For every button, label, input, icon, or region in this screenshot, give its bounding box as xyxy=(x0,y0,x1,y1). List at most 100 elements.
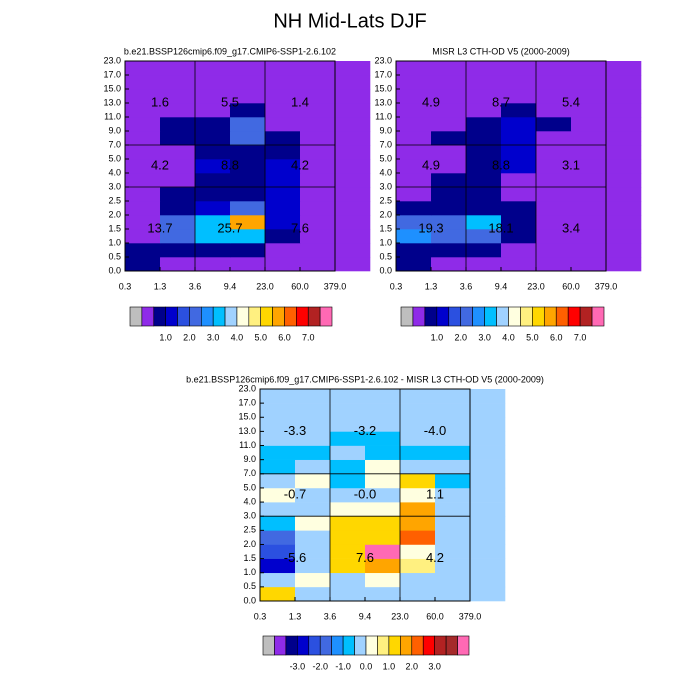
heatmap-cell xyxy=(195,257,231,272)
heatmap-cell xyxy=(606,61,642,76)
heatmap-cell xyxy=(536,159,572,174)
heatmap-cell xyxy=(230,257,266,272)
heatmap-cell xyxy=(160,243,196,258)
heatmap-cell xyxy=(431,229,467,244)
heatmap-cell xyxy=(501,103,537,118)
y-tick-label: 1.0 xyxy=(108,237,121,247)
heatmap-cell xyxy=(330,487,366,503)
x-tick-label: 1.3 xyxy=(289,611,302,621)
heatmap-cell xyxy=(470,431,506,446)
heatmap-cell xyxy=(230,89,266,104)
heatmap-cell xyxy=(470,516,506,531)
heatmap-cell xyxy=(335,173,371,188)
heatmap-cell xyxy=(300,61,336,76)
y-tick-label: 23.0 xyxy=(103,55,121,65)
heatmap-cell xyxy=(400,572,436,588)
heatmap-cell xyxy=(125,257,161,272)
heatmap-cell xyxy=(125,159,161,174)
heatmap-cell xyxy=(195,103,231,118)
colorbar-label: 3.0 xyxy=(478,332,491,342)
x-tick-label: 1.3 xyxy=(154,281,167,291)
heatmap-cell xyxy=(536,61,572,76)
heatmap-cell xyxy=(160,229,196,244)
y-tick-label: 1.0 xyxy=(243,567,256,577)
region-value: -4.0 xyxy=(424,423,446,438)
heatmap-cell xyxy=(501,229,537,244)
heatmap-cell xyxy=(230,75,266,90)
heatmap-cell xyxy=(160,131,196,146)
colorbar-box xyxy=(555,306,569,327)
heatmap-cell xyxy=(571,173,607,188)
heatmap-cell xyxy=(330,516,366,531)
heatmap-cell xyxy=(431,201,467,216)
y-tick-label: 13.0 xyxy=(103,97,121,107)
colorbar-box xyxy=(579,306,593,327)
y-tick-label: 11.0 xyxy=(239,440,256,450)
heatmap-cell xyxy=(466,257,502,272)
colorbar-box xyxy=(400,635,413,656)
heatmap-cell xyxy=(195,173,231,188)
heatmap-cell xyxy=(466,159,502,174)
heatmap-cell xyxy=(400,417,436,432)
heatmap-cell xyxy=(195,145,231,160)
heatmap-cell xyxy=(571,187,607,202)
y-tick-label: 0.0 xyxy=(379,265,392,275)
heatmap-cell xyxy=(230,243,266,258)
heatmap-cell xyxy=(335,215,371,230)
region-value: 8.7 xyxy=(492,94,510,109)
heatmap-cell xyxy=(335,89,371,104)
colorbar-label: 6.0 xyxy=(278,332,291,342)
heatmap-cell xyxy=(470,502,506,517)
heatmap-cell xyxy=(265,257,301,272)
heatmap-cell xyxy=(160,103,196,118)
heatmap-cell xyxy=(300,201,336,216)
colorbar-box xyxy=(307,306,321,327)
heatmap-cell xyxy=(335,257,371,272)
heatmap-cell xyxy=(435,473,471,489)
heatmap-cell xyxy=(295,530,331,545)
heatmap-cell xyxy=(330,558,366,574)
heatmap-cell xyxy=(160,173,196,188)
heatmap-cell xyxy=(571,103,607,118)
heatmap-cell xyxy=(501,61,537,76)
heatmap-cell xyxy=(431,159,467,174)
y-tick-label: 4.0 xyxy=(108,167,121,177)
heatmap-cell xyxy=(470,417,506,432)
heatmap-cell xyxy=(260,431,296,446)
heatmap-cell xyxy=(365,431,401,446)
heatmap-cell xyxy=(260,389,296,404)
heatmap-cell xyxy=(470,558,506,574)
heatmap-cell xyxy=(606,117,642,132)
heatmap-cell xyxy=(466,229,502,244)
heatmap-cell xyxy=(431,89,467,104)
colorbar-box xyxy=(365,635,378,656)
heatmap-cell xyxy=(400,473,436,489)
heatmap-cell xyxy=(260,445,296,460)
heatmap-cell xyxy=(195,243,231,258)
heatmap-cell xyxy=(400,487,436,503)
heatmap-cell xyxy=(300,131,336,146)
x-tick-label: 23.0 xyxy=(256,281,274,291)
heatmap-cell xyxy=(501,131,537,146)
x-tick-label: 3.6 xyxy=(460,281,473,291)
heatmap-cell xyxy=(501,187,537,202)
heatmap-cell xyxy=(160,257,196,272)
heatmap-cell xyxy=(396,159,432,174)
heatmap-cell xyxy=(295,487,331,503)
heatmap-cell xyxy=(335,75,371,90)
region-value: 13.7 xyxy=(147,220,172,235)
panel-subtitle: MISR L3 CTH-OD V5 (2000-2009) xyxy=(432,46,570,56)
colorbar-label: 1.0 xyxy=(159,332,172,342)
heatmap-cell xyxy=(330,445,366,460)
colorbar-label: 5.0 xyxy=(526,332,539,342)
heatmap-cell xyxy=(230,61,266,76)
colorbar-box xyxy=(274,635,287,656)
heatmap-cell xyxy=(431,173,467,188)
heatmap-cell xyxy=(265,145,301,160)
colorbar-box xyxy=(412,306,426,327)
heatmap-cell xyxy=(400,445,436,460)
colorbar-box xyxy=(591,306,605,327)
region-value: 8.8 xyxy=(221,157,239,172)
panel-subtitle: b.e21.BSSP126cmip6.f09_g17.CMIP6-SSP1-2.… xyxy=(186,374,544,384)
